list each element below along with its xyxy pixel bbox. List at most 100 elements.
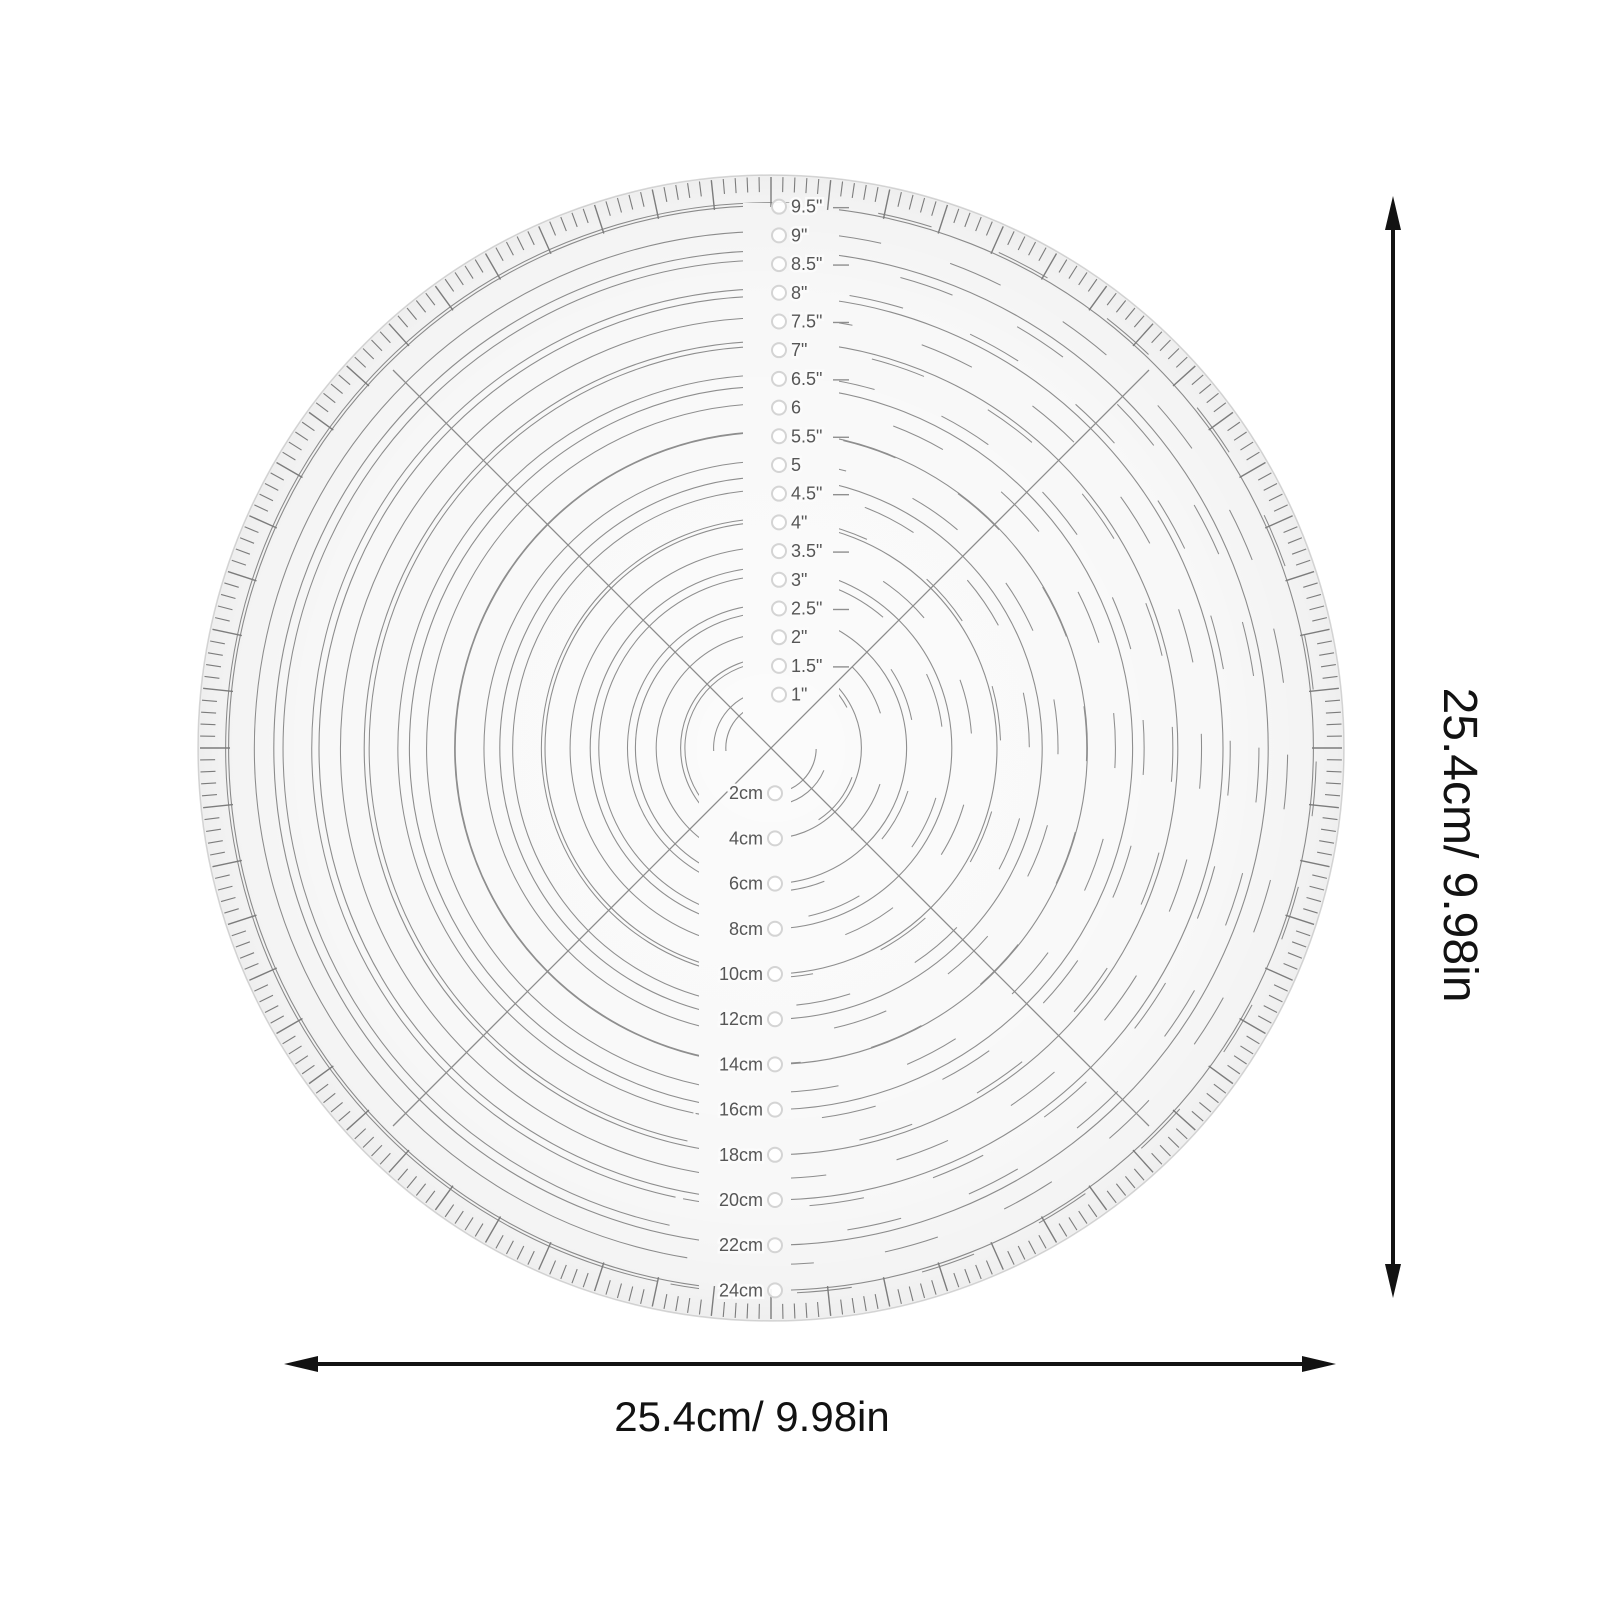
- edge-tick: [964, 1268, 971, 1284]
- edge-tick: [1306, 593, 1322, 600]
- edge-tick: [1151, 331, 1163, 344]
- edge-tick: [908, 194, 914, 210]
- edge-tick: [616, 197, 623, 213]
- edge-tick: [1115, 300, 1127, 313]
- edge-tick: [330, 1101, 343, 1113]
- edge-tick: [1322, 675, 1338, 679]
- edge-tick: [415, 300, 427, 313]
- inch-label: 6: [791, 398, 801, 418]
- edge-tick: [1319, 652, 1335, 656]
- edge-tick: [1208, 1065, 1234, 1085]
- edge-tick: [560, 216, 567, 232]
- edge-tick: [207, 652, 223, 656]
- edge-tick: [201, 793, 217, 797]
- edge-tick: [805, 1302, 808, 1318]
- punch-hole: [767, 966, 783, 982]
- edge-tick: [1124, 307, 1136, 320]
- edge-tick: [406, 307, 418, 320]
- edge-tick: [484, 1216, 502, 1243]
- cm-label: 14cm: [719, 1054, 763, 1074]
- edge-tick: [362, 1136, 375, 1148]
- edge-tick: [1208, 411, 1234, 431]
- edge-tick: [816, 178, 820, 194]
- edge-tick: [1199, 1101, 1212, 1113]
- arrow-right-icon: [1302, 1356, 1336, 1372]
- edge-tick: [874, 1294, 879, 1309]
- edge-tick: [1240, 441, 1254, 451]
- edge-tick: [220, 593, 236, 600]
- edge-tick: [1132, 323, 1154, 347]
- edge-tick: [200, 723, 216, 726]
- edge-tick: [1017, 1245, 1026, 1260]
- punch-hole: [767, 830, 783, 847]
- edge-tick: [1257, 472, 1272, 481]
- edge-tick: [207, 840, 223, 844]
- edge-tick: [1287, 952, 1303, 959]
- edge-tick: [295, 431, 309, 441]
- edge-tick: [227, 570, 257, 582]
- edge-tick: [571, 1268, 578, 1284]
- edge-tick: [1283, 526, 1298, 534]
- edge-tick: [1007, 1250, 1015, 1265]
- edge-tick: [330, 383, 343, 395]
- punch-hole: [767, 1101, 783, 1118]
- edge-tick: [231, 930, 247, 937]
- punch-hole: [771, 313, 787, 330]
- edge-tick: [323, 392, 336, 404]
- edge-tick: [505, 1240, 514, 1255]
- edge-tick: [1087, 278, 1098, 292]
- edge-tick: [931, 201, 937, 216]
- edge-tick: [210, 640, 225, 645]
- edge-tick: [1172, 365, 1196, 387]
- punch-hole: [771, 514, 787, 531]
- cm-label: 2cm: [729, 783, 763, 803]
- edge-tick: [1007, 231, 1015, 246]
- inch-label: 5.5": [791, 426, 822, 446]
- inch-label: 4.5": [791, 484, 822, 504]
- punch-hole: [771, 227, 787, 244]
- edge-tick: [397, 315, 409, 328]
- edge-tick: [1312, 874, 1328, 879]
- cm-label: 4cm: [729, 828, 763, 848]
- edge-tick: [235, 941, 251, 948]
- edge-tick: [919, 1283, 926, 1299]
- edge-tick: [227, 914, 257, 926]
- edge-tick: [1306, 896, 1322, 903]
- edge-tick: [975, 1264, 982, 1280]
- edge-tick: [710, 180, 716, 211]
- edge-tick: [616, 1283, 623, 1299]
- edge-tick: [1227, 1064, 1241, 1075]
- edge-tick: [201, 711, 217, 714]
- punch-hole: [767, 1192, 783, 1208]
- edge-tick: [379, 331, 391, 344]
- edge-tick: [1058, 1223, 1068, 1237]
- punch-hole: [771, 657, 787, 674]
- punch-hole: [771, 370, 787, 387]
- edge-tick: [1233, 1055, 1247, 1065]
- punch-hole: [771, 485, 787, 502]
- edge-tick: [919, 197, 926, 213]
- punch-hole: [767, 875, 783, 892]
- edge-tick: [1326, 723, 1342, 726]
- edge-tick: [1175, 1128, 1188, 1140]
- edge-tick-ring: [200, 177, 1342, 1319]
- cm-label: 24cm: [719, 1280, 763, 1300]
- inch-label: 5: [791, 455, 801, 475]
- edge-tick: [220, 896, 236, 903]
- edge-tick: [444, 278, 455, 292]
- edge-tick: [1213, 1083, 1227, 1094]
- edge-tick: [1040, 1216, 1058, 1243]
- inch-diameter-labels: 9.5" 9" 8.5" 8" 7.5" 7" 6.5" 6 5.5" 5 4.5" 4" 3.5" 3"…: [771, 194, 849, 707]
- edge-tick: [454, 272, 464, 286]
- edge-tick: [1088, 1185, 1108, 1211]
- edge-tick: [1325, 793, 1341, 797]
- edge-tick: [1087, 1204, 1098, 1218]
- edge-tick: [200, 770, 216, 773]
- edge-tick: [464, 1217, 474, 1231]
- edge-tick: [1285, 914, 1315, 926]
- edge-tick: [651, 189, 660, 219]
- edge-tick: [985, 221, 993, 236]
- edge-tick: [282, 1035, 296, 1045]
- edge-tick: [1159, 339, 1171, 352]
